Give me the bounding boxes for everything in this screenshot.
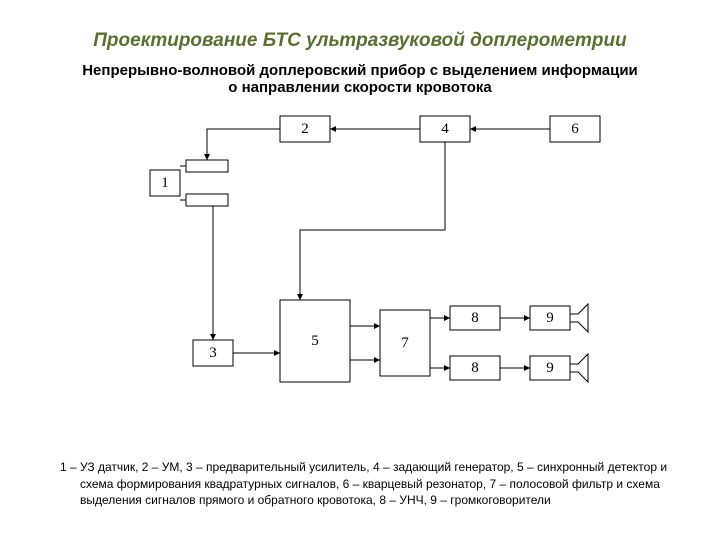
block-label-n1: 1 [161, 175, 169, 191]
block-label-n9b: 9 [546, 360, 554, 376]
block-label-n9a: 9 [546, 310, 554, 326]
transducer-element [186, 194, 228, 206]
edge [300, 142, 445, 300]
arrowhead [330, 126, 336, 132]
arrowhead [204, 154, 210, 160]
block-label-n5: 5 [311, 333, 319, 349]
arrowhead [297, 294, 303, 300]
legend-text: 1 – УЗ датчик, 2 – УМ, 3 – предварительн… [60, 459, 670, 508]
block-label-n6: 6 [571, 121, 579, 137]
block-label-n7: 7 [401, 335, 409, 351]
arrowhead [444, 365, 450, 371]
arrowhead [444, 315, 450, 321]
arrowhead [524, 315, 530, 321]
legend-caption: 1 – УЗ датчик, 2 – УМ, 3 – предварительн… [60, 459, 670, 508]
block-label-n2: 2 [301, 121, 309, 137]
speaker-icon [570, 304, 588, 332]
block-label-n8a: 8 [471, 310, 479, 326]
arrowhead [470, 126, 476, 132]
block-label-n4: 4 [441, 121, 449, 137]
arrowhead [524, 365, 530, 371]
block-label-n8b: 8 [471, 360, 479, 376]
block-label-n3: 3 [209, 345, 217, 361]
edge [207, 129, 280, 160]
arrowhead [374, 357, 380, 363]
transducer-element [186, 160, 228, 172]
speaker-icon [570, 354, 588, 382]
arrowhead [210, 334, 216, 340]
arrowhead [274, 350, 280, 356]
arrowhead [374, 323, 380, 329]
slide: Проектирование БТС ультразвуковой доплер… [0, 0, 720, 540]
